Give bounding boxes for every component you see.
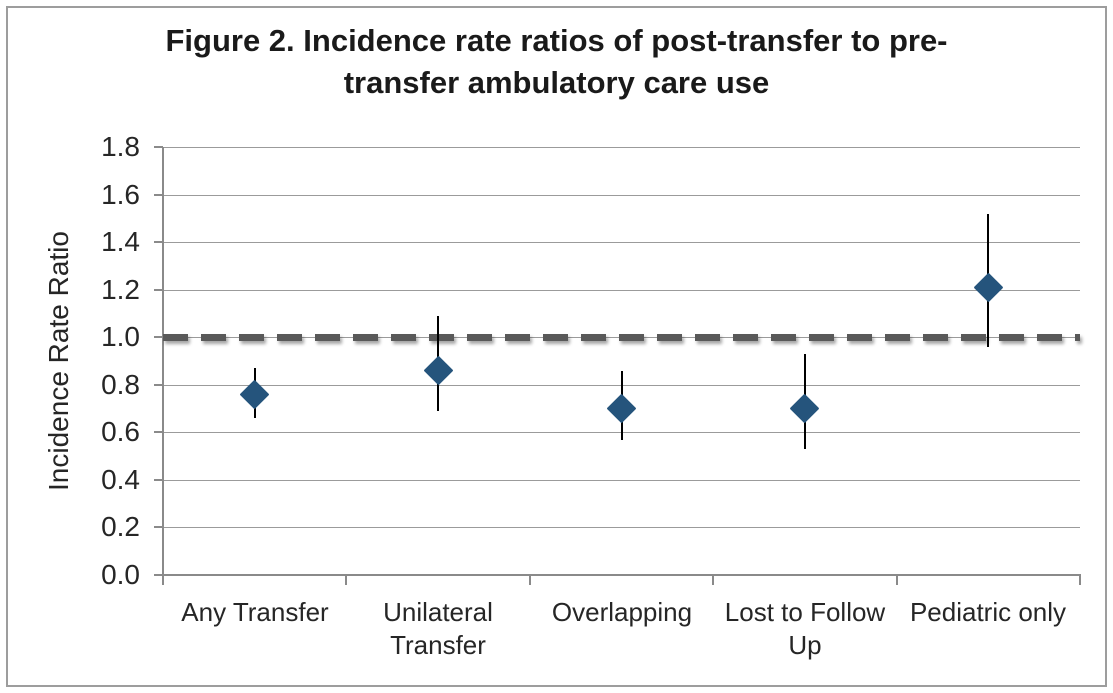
y-tick (154, 526, 163, 528)
x-tick (896, 575, 898, 585)
y-tick-label: 0.4 (101, 464, 140, 495)
x-tick (345, 575, 347, 585)
x-category-label: Any Transfer (181, 597, 329, 627)
y-tick (154, 241, 163, 243)
y-tick (154, 574, 163, 576)
x-tick (162, 575, 164, 585)
chart-title: Figure 2. Incidence rate ratios of post-… (0, 20, 1113, 104)
y-tick-label: 1.4 (101, 226, 140, 257)
y-tick (154, 479, 163, 481)
x-axis-line (162, 574, 1081, 576)
y-tick (154, 289, 163, 291)
x-tick (529, 575, 531, 585)
chart-title-line-2: transfer ambulatory care use (343, 65, 770, 100)
y-axis-line (162, 147, 164, 575)
y-tick-label: 1.8 (101, 131, 140, 162)
y-tick (154, 146, 163, 148)
y-tick-label: 1.0 (101, 321, 140, 352)
chart-title-line-1: Figure 2. Incidence rate ratios of post-… (165, 23, 948, 58)
x-tick (1079, 575, 1081, 585)
y-tick-label: 0.0 (101, 559, 140, 590)
y-tick-label: 1.6 (101, 179, 140, 210)
chart-border (6, 6, 1107, 687)
y-tick-label: 0.2 (101, 511, 140, 542)
gridline (163, 480, 1080, 481)
y-tick (154, 384, 163, 386)
gridline (163, 242, 1080, 243)
gridline (163, 290, 1080, 291)
y-tick (154, 336, 163, 338)
gridline (163, 195, 1080, 196)
reference-line (163, 334, 1080, 341)
y-tick-label: 0.8 (101, 369, 140, 400)
gridline (163, 527, 1080, 528)
x-tick (712, 575, 714, 585)
x-category-label: Lost to Follow Up (724, 597, 886, 660)
gridline (163, 147, 1080, 148)
y-tick-label: 1.2 (101, 274, 140, 305)
y-tick (154, 431, 163, 433)
x-category-label: Overlapping (551, 597, 693, 627)
x-category-label: Pediatric only (909, 597, 1067, 627)
y-tick (154, 194, 163, 196)
x-category-label: Unilateral Transfer (383, 597, 493, 660)
y-tick-label: 0.6 (101, 416, 140, 447)
